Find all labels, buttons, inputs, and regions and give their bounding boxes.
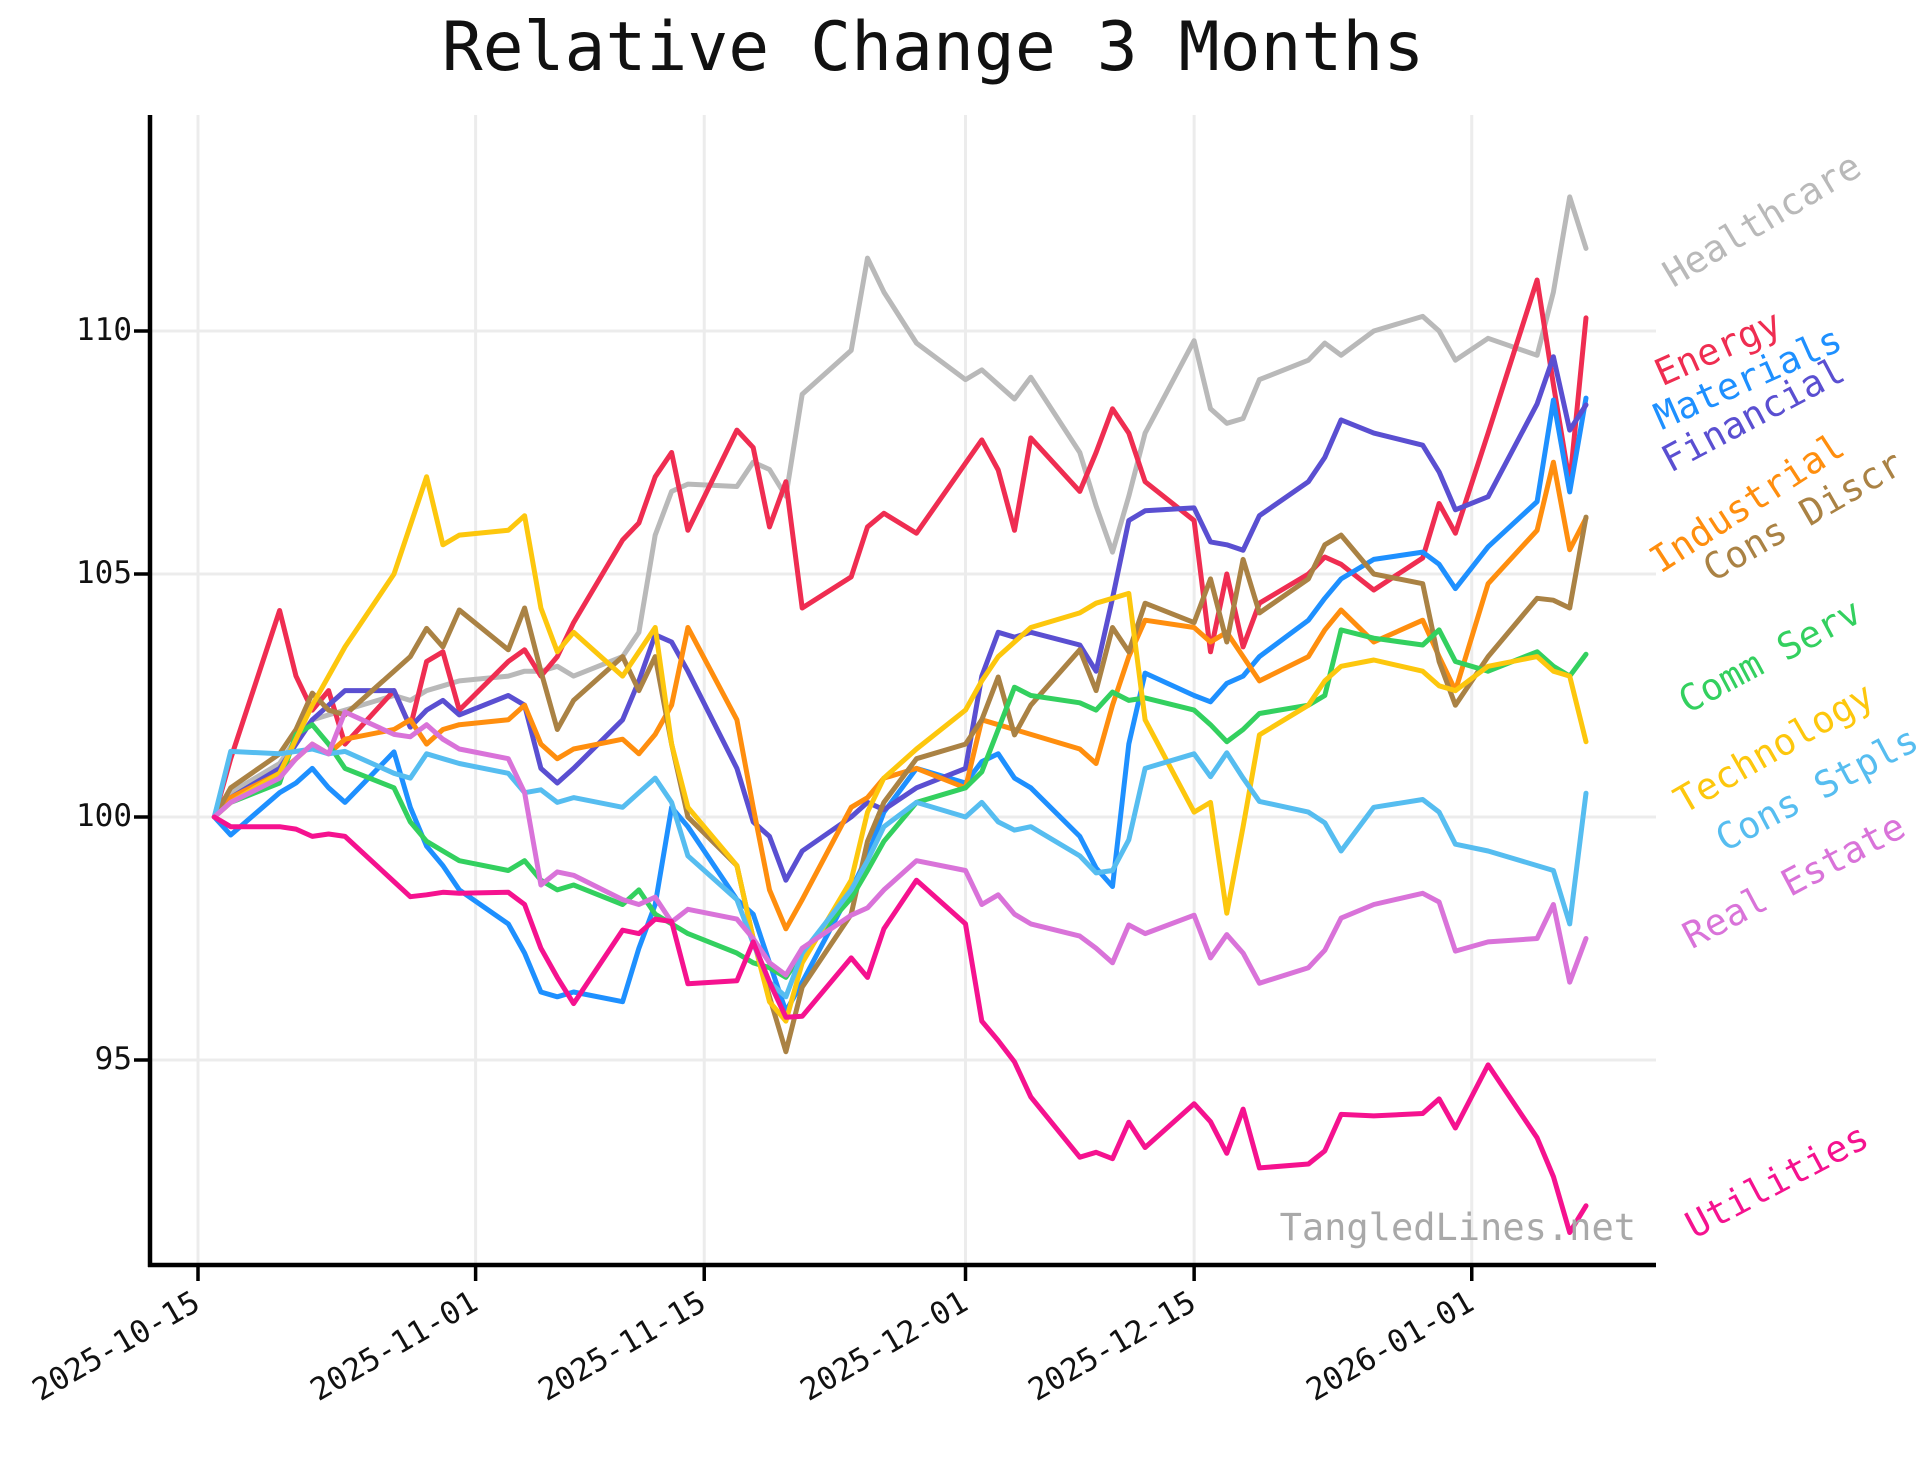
series-line-cons-discr — [211, 514, 1589, 1055]
series-line-industrial — [211, 459, 1589, 932]
series-line-comm-serv — [211, 627, 1589, 980]
chart-canvas — [134, 115, 1656, 1281]
series-line-cons-stpls — [211, 746, 1589, 1000]
series-line-energy — [211, 277, 1589, 820]
chart-page: Relative Change 3 Months 95 100 105 110 2025… — [26, 8, 1920, 1408]
series-line-technology — [211, 474, 1589, 1024]
series-line-healthcare — [211, 194, 1589, 820]
y-tick-label: 105 — [76, 555, 132, 591]
y-tick-label: 95 — [94, 1041, 132, 1077]
y-tick-label: 110 — [76, 312, 132, 348]
series-line-financial — [211, 354, 1589, 883]
series-line-real-estate — [211, 709, 1589, 986]
series-line-materials — [211, 395, 1589, 1014]
watermark: TangledLines.net — [1279, 1206, 1636, 1249]
y-tick-label: 100 — [76, 798, 132, 834]
chart-title: Relative Change 3 Months — [441, 8, 1425, 87]
series-line-utilities — [211, 814, 1589, 1235]
